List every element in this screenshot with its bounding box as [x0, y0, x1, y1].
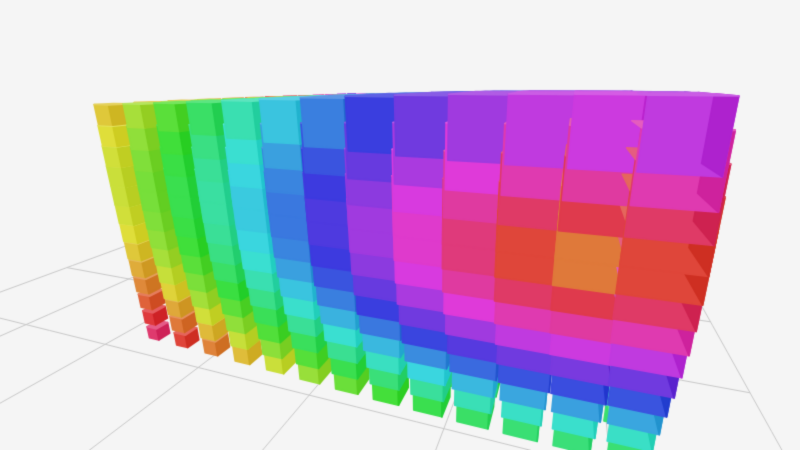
cube-wave-3d-scene-canvas[interactable] — [0, 0, 800, 450]
webgl-demo-viewport — [0, 0, 800, 450]
